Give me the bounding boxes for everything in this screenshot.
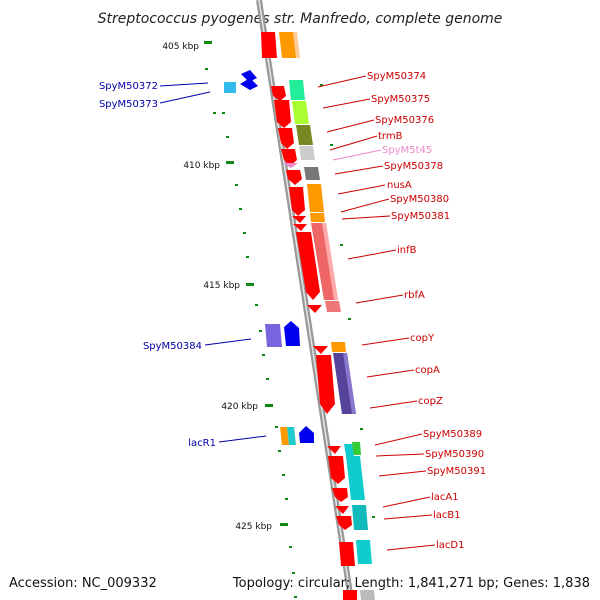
- left-gene-blocks: [224, 70, 314, 445]
- tick-label-420: 420 kbp: [221, 402, 258, 412]
- gene-label-spym50375[interactable]: SpyM50375: [371, 94, 430, 105]
- gene-block-spym50380[interactable]: [310, 213, 325, 222]
- gene-block-lacr1-b[interactable]: [287, 427, 296, 445]
- gene-block-spym50374[interactable]: [289, 80, 305, 100]
- gene-label-spym50374[interactable]: SpyM50374: [367, 71, 426, 82]
- gene-label-lacd1[interactable]: lacD1: [436, 540, 464, 551]
- accession-text: Accession: NC_009332: [9, 576, 157, 591]
- tick-mark-410: [226, 161, 234, 164]
- gene-label-spym50372[interactable]: SpyM50372: [99, 81, 158, 92]
- gene-label-copy[interactable]: copY: [410, 333, 435, 344]
- gene-arrow[interactable]: [339, 542, 355, 566]
- gene-label-infb[interactable]: infB: [397, 245, 417, 256]
- gene-block-nusa[interactable]: [307, 184, 324, 212]
- gene-label-copz[interactable]: copZ: [418, 396, 443, 407]
- gene-arrow[interactable]: [313, 346, 328, 354]
- gene-block-lacb1[interactable]: [352, 505, 368, 530]
- gene-label-lacb1[interactable]: lacB1: [433, 510, 461, 521]
- gene-label-spym50376[interactable]: SpyM50376: [375, 115, 434, 126]
- gene-arrow[interactable]: [336, 516, 352, 530]
- inner-gene-arrows: [261, 32, 357, 600]
- gene-label-spym5t45[interactable]: SpyM5t45: [382, 145, 432, 156]
- gene-label-copa[interactable]: copA: [415, 365, 440, 376]
- gene-label-spym50373[interactable]: SpyM50373: [99, 99, 158, 110]
- tick-mark-415: [246, 283, 254, 286]
- gene-arrow[interactable]: [281, 149, 297, 166]
- gene-block-spym50391[interactable]: [346, 456, 365, 500]
- gene-block[interactable]: [224, 82, 236, 93]
- gene-arrow[interactable]: [261, 32, 277, 58]
- tick-marks: [204, 41, 288, 526]
- gene-label-spym50384[interactable]: SpyM50384: [143, 341, 202, 352]
- gene-arrow[interactable]: [316, 355, 335, 414]
- gene-label-spym50380[interactable]: SpyM50380: [390, 194, 449, 205]
- gene-arrow[interactable]: [327, 446, 341, 454]
- left-connectors: [159, 82, 267, 443]
- gene-arrow[interactable]: [335, 506, 349, 514]
- gene-block-rbfa[interactable]: [325, 301, 341, 312]
- outer-gene-blocks: [279, 32, 375, 600]
- gene-block-spym50390[interactable]: [344, 444, 354, 456]
- tick-label-410: 410 kbp: [183, 161, 220, 171]
- gene-arrow[interactable]: [307, 305, 322, 313]
- gene-label-spym50390[interactable]: SpyM50390: [425, 449, 484, 460]
- gene-arrow[interactable]: [278, 128, 294, 149]
- trna-arrow[interactable]: [283, 163, 298, 168]
- gene-block: [360, 590, 375, 600]
- tick-labels: 405 kbp 410 kbp 415 kbp 420 kbp 425 kbp: [162, 42, 272, 532]
- gene-label-spym50389[interactable]: SpyM50389: [423, 429, 482, 440]
- tick-label-415: 415 kbp: [203, 281, 240, 291]
- gene-arrow-spym50373[interactable]: [240, 78, 258, 90]
- gene-arrow[interactable]: [293, 224, 307, 231]
- gene-block-shade: [343, 353, 356, 414]
- gene-block-copy[interactable]: [331, 342, 346, 352]
- gene-arrow[interactable]: [343, 590, 357, 600]
- gene-block[interactable]: [279, 32, 297, 58]
- gene-block-spym50375[interactable]: [292, 101, 309, 124]
- left-gene-labels: SpyM50372 SpyM50373 SpyM50384 lacR1: [99, 81, 216, 449]
- gene-label-spym50381[interactable]: SpyM50381: [391, 211, 450, 222]
- gene-label-lacr1[interactable]: lacR1: [188, 438, 216, 449]
- tick-label-425: 425 kbp: [235, 522, 272, 532]
- gene-arrow[interactable]: [332, 488, 348, 502]
- gene-label-laca1[interactable]: lacA1: [431, 492, 459, 503]
- gene-label-rbfa[interactable]: rbfA: [404, 290, 425, 301]
- gene-arrow[interactable]: [289, 187, 305, 216]
- gene-block-spym50376[interactable]: [296, 125, 313, 145]
- gene-arrow[interactable]: [274, 100, 291, 128]
- tick-mark-425: [280, 523, 288, 526]
- gene-arrow[interactable]: [296, 232, 320, 300]
- tick-mark-420: [265, 404, 273, 407]
- gene-block-spym50378[interactable]: [304, 167, 320, 180]
- gene-arrow[interactable]: [328, 456, 345, 484]
- tick-label-405: 405 kbp: [162, 42, 199, 52]
- gene-arrow-spym50384[interactable]: [284, 321, 300, 346]
- gene-block-spym50389[interactable]: [352, 442, 361, 455]
- gene-arrow[interactable]: [292, 216, 306, 223]
- right-connectors: [317, 75, 436, 551]
- gene-arrow-lacr1[interactable]: [299, 426, 314, 443]
- gene-label-trmb[interactable]: trmB: [378, 131, 403, 142]
- gene-block-lacd1[interactable]: [356, 540, 372, 564]
- gene-block-spym50384[interactable]: [265, 324, 282, 347]
- gene-label-spym50378[interactable]: SpyM50378: [384, 161, 443, 172]
- gene-arrow-spym50372[interactable]: [241, 70, 257, 82]
- map-title: Streptococcus pyogenes str. Manfredo, co…: [98, 11, 503, 27]
- right-gene-labels: SpyM50374 SpyM50375 SpyM50376 trmB SpyM5…: [367, 71, 486, 551]
- gene-block: [293, 32, 300, 58]
- gene-block-lacr1[interactable]: [280, 427, 289, 445]
- gene-arrow[interactable]: [286, 170, 302, 185]
- gene-label-spym50391[interactable]: SpyM50391: [427, 466, 486, 477]
- gene-arrow[interactable]: [271, 86, 286, 101]
- tick-mark-405: [204, 41, 212, 44]
- gene-block-trmb[interactable]: [299, 146, 315, 160]
- gene-block-shade: [322, 223, 338, 300]
- ruler-dots: [205, 68, 375, 598]
- genome-summary-text: Topology: circular; Length: 1,841,271 bp…: [232, 576, 590, 591]
- gene-label-nusa[interactable]: nusA: [387, 180, 412, 191]
